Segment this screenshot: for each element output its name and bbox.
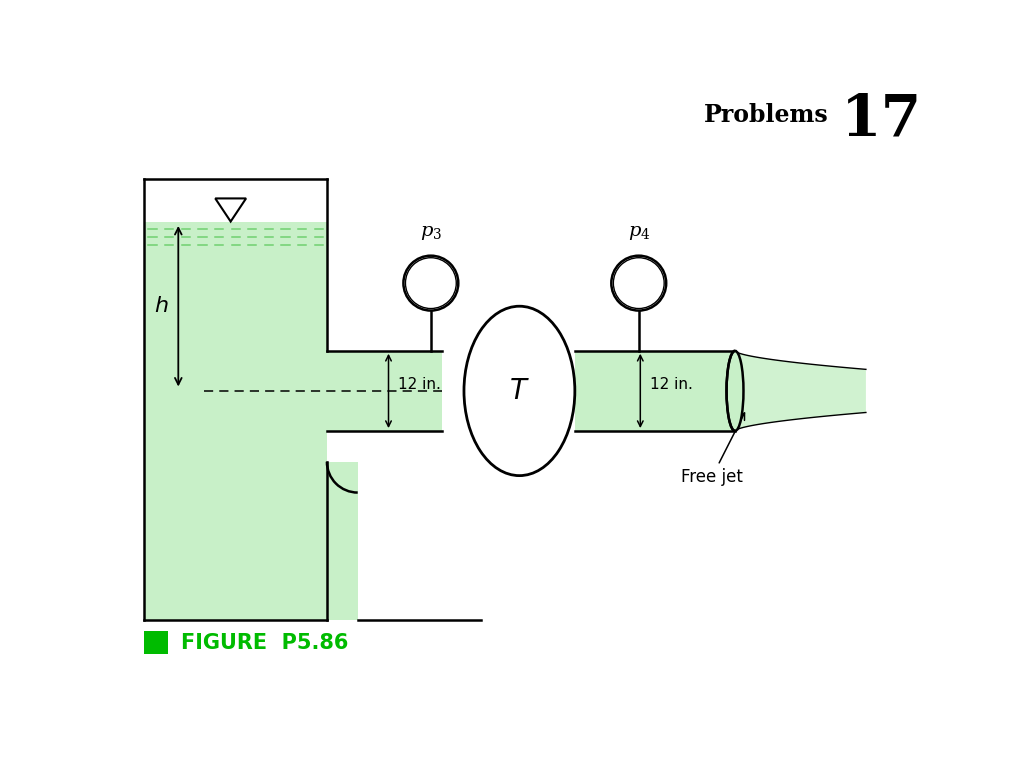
- Bar: [144, 221, 327, 621]
- Text: $p_3$: $p_3$: [420, 223, 442, 242]
- Bar: [327, 351, 442, 431]
- Text: FIGURE  P5.86: FIGURE P5.86: [181, 633, 349, 653]
- Polygon shape: [327, 462, 497, 621]
- Text: $T$: $T$: [509, 377, 529, 405]
- Text: 17: 17: [841, 92, 922, 148]
- Circle shape: [613, 258, 665, 309]
- Text: Problems: Problems: [703, 103, 828, 127]
- Bar: [574, 351, 735, 431]
- Bar: [144, 631, 168, 654]
- Text: Free jet: Free jet: [681, 413, 744, 486]
- Text: 12 in.: 12 in.: [397, 377, 440, 392]
- Circle shape: [403, 256, 459, 310]
- Polygon shape: [735, 351, 866, 431]
- Text: $h$: $h$: [154, 296, 169, 316]
- Circle shape: [406, 258, 457, 309]
- Text: 12 in.: 12 in.: [649, 377, 692, 392]
- Circle shape: [611, 256, 667, 310]
- Ellipse shape: [727, 351, 743, 431]
- Text: $p_4$: $p_4$: [628, 223, 650, 242]
- Polygon shape: [215, 198, 246, 221]
- Ellipse shape: [464, 306, 574, 475]
